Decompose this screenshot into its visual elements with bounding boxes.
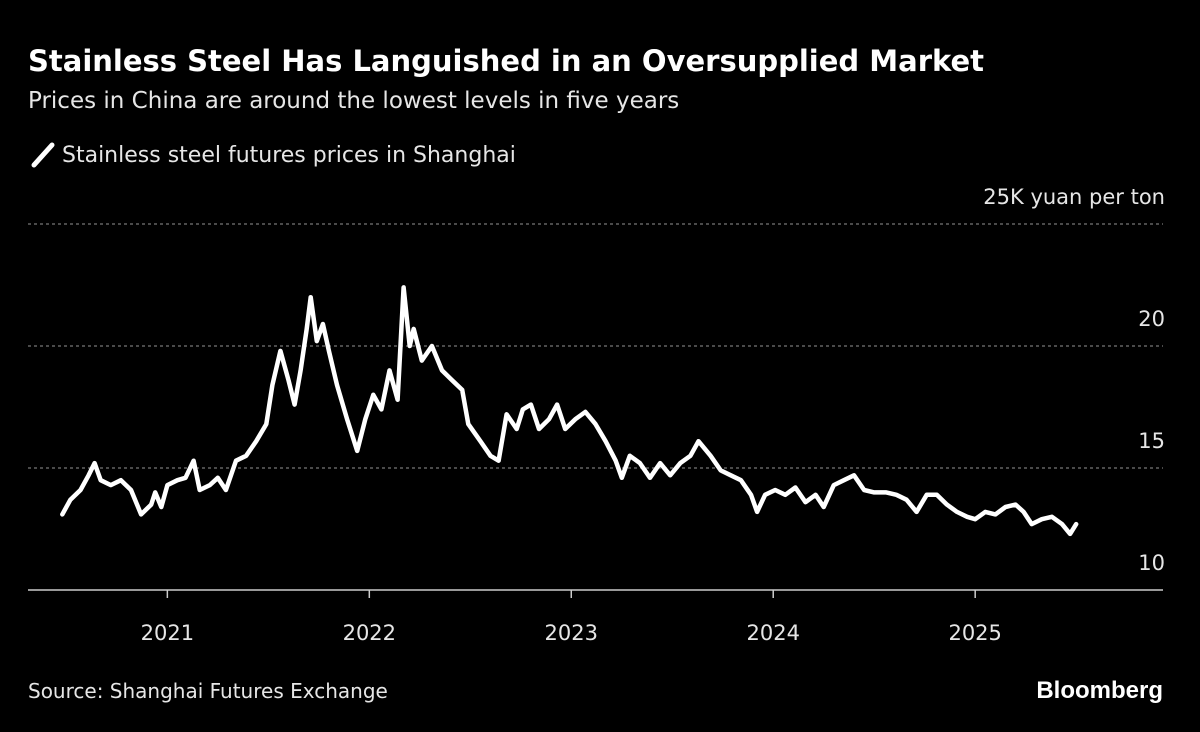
price-line — [60, 285, 1079, 537]
x-tick-label: 2024 — [746, 621, 799, 645]
source: Source: Shanghai Futures Exchange — [28, 679, 388, 703]
y-tick-label: 15 — [1138, 429, 1165, 453]
chart-title: Stainless Steel Has Languished in an Ove… — [28, 44, 984, 78]
y-tick-label: 25K yuan per ton — [983, 185, 1165, 209]
x-tick-label: 2023 — [545, 621, 598, 645]
legend-label: Stainless steel futures prices in Shangh… — [62, 143, 516, 168]
chart-subtitle: Prices in China are around the lowest le… — [28, 88, 679, 114]
y-tick-label: 20 — [1138, 307, 1165, 331]
y-tick-label: 10 — [1138, 551, 1165, 575]
x-tick-label: 2025 — [948, 621, 1001, 645]
x-tick-label: 2022 — [343, 621, 396, 645]
brand: Bloomberg — [1036, 677, 1163, 704]
x-tick-label: 2021 — [141, 621, 194, 645]
legend-swatch — [31, 142, 55, 168]
